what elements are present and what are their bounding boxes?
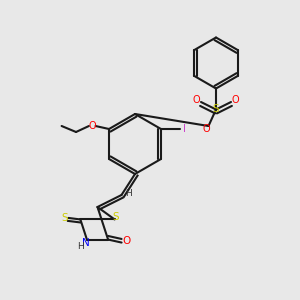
Text: O: O xyxy=(202,124,210,134)
Text: S: S xyxy=(213,104,219,115)
Text: S: S xyxy=(61,213,68,223)
Text: O: O xyxy=(89,121,96,131)
Text: O: O xyxy=(122,236,130,246)
Text: I: I xyxy=(183,124,186,134)
Text: S: S xyxy=(113,212,119,222)
Text: N: N xyxy=(82,238,89,248)
Text: H: H xyxy=(77,242,84,251)
Text: O: O xyxy=(193,94,200,105)
Text: H: H xyxy=(125,189,131,198)
Text: O: O xyxy=(232,94,240,105)
